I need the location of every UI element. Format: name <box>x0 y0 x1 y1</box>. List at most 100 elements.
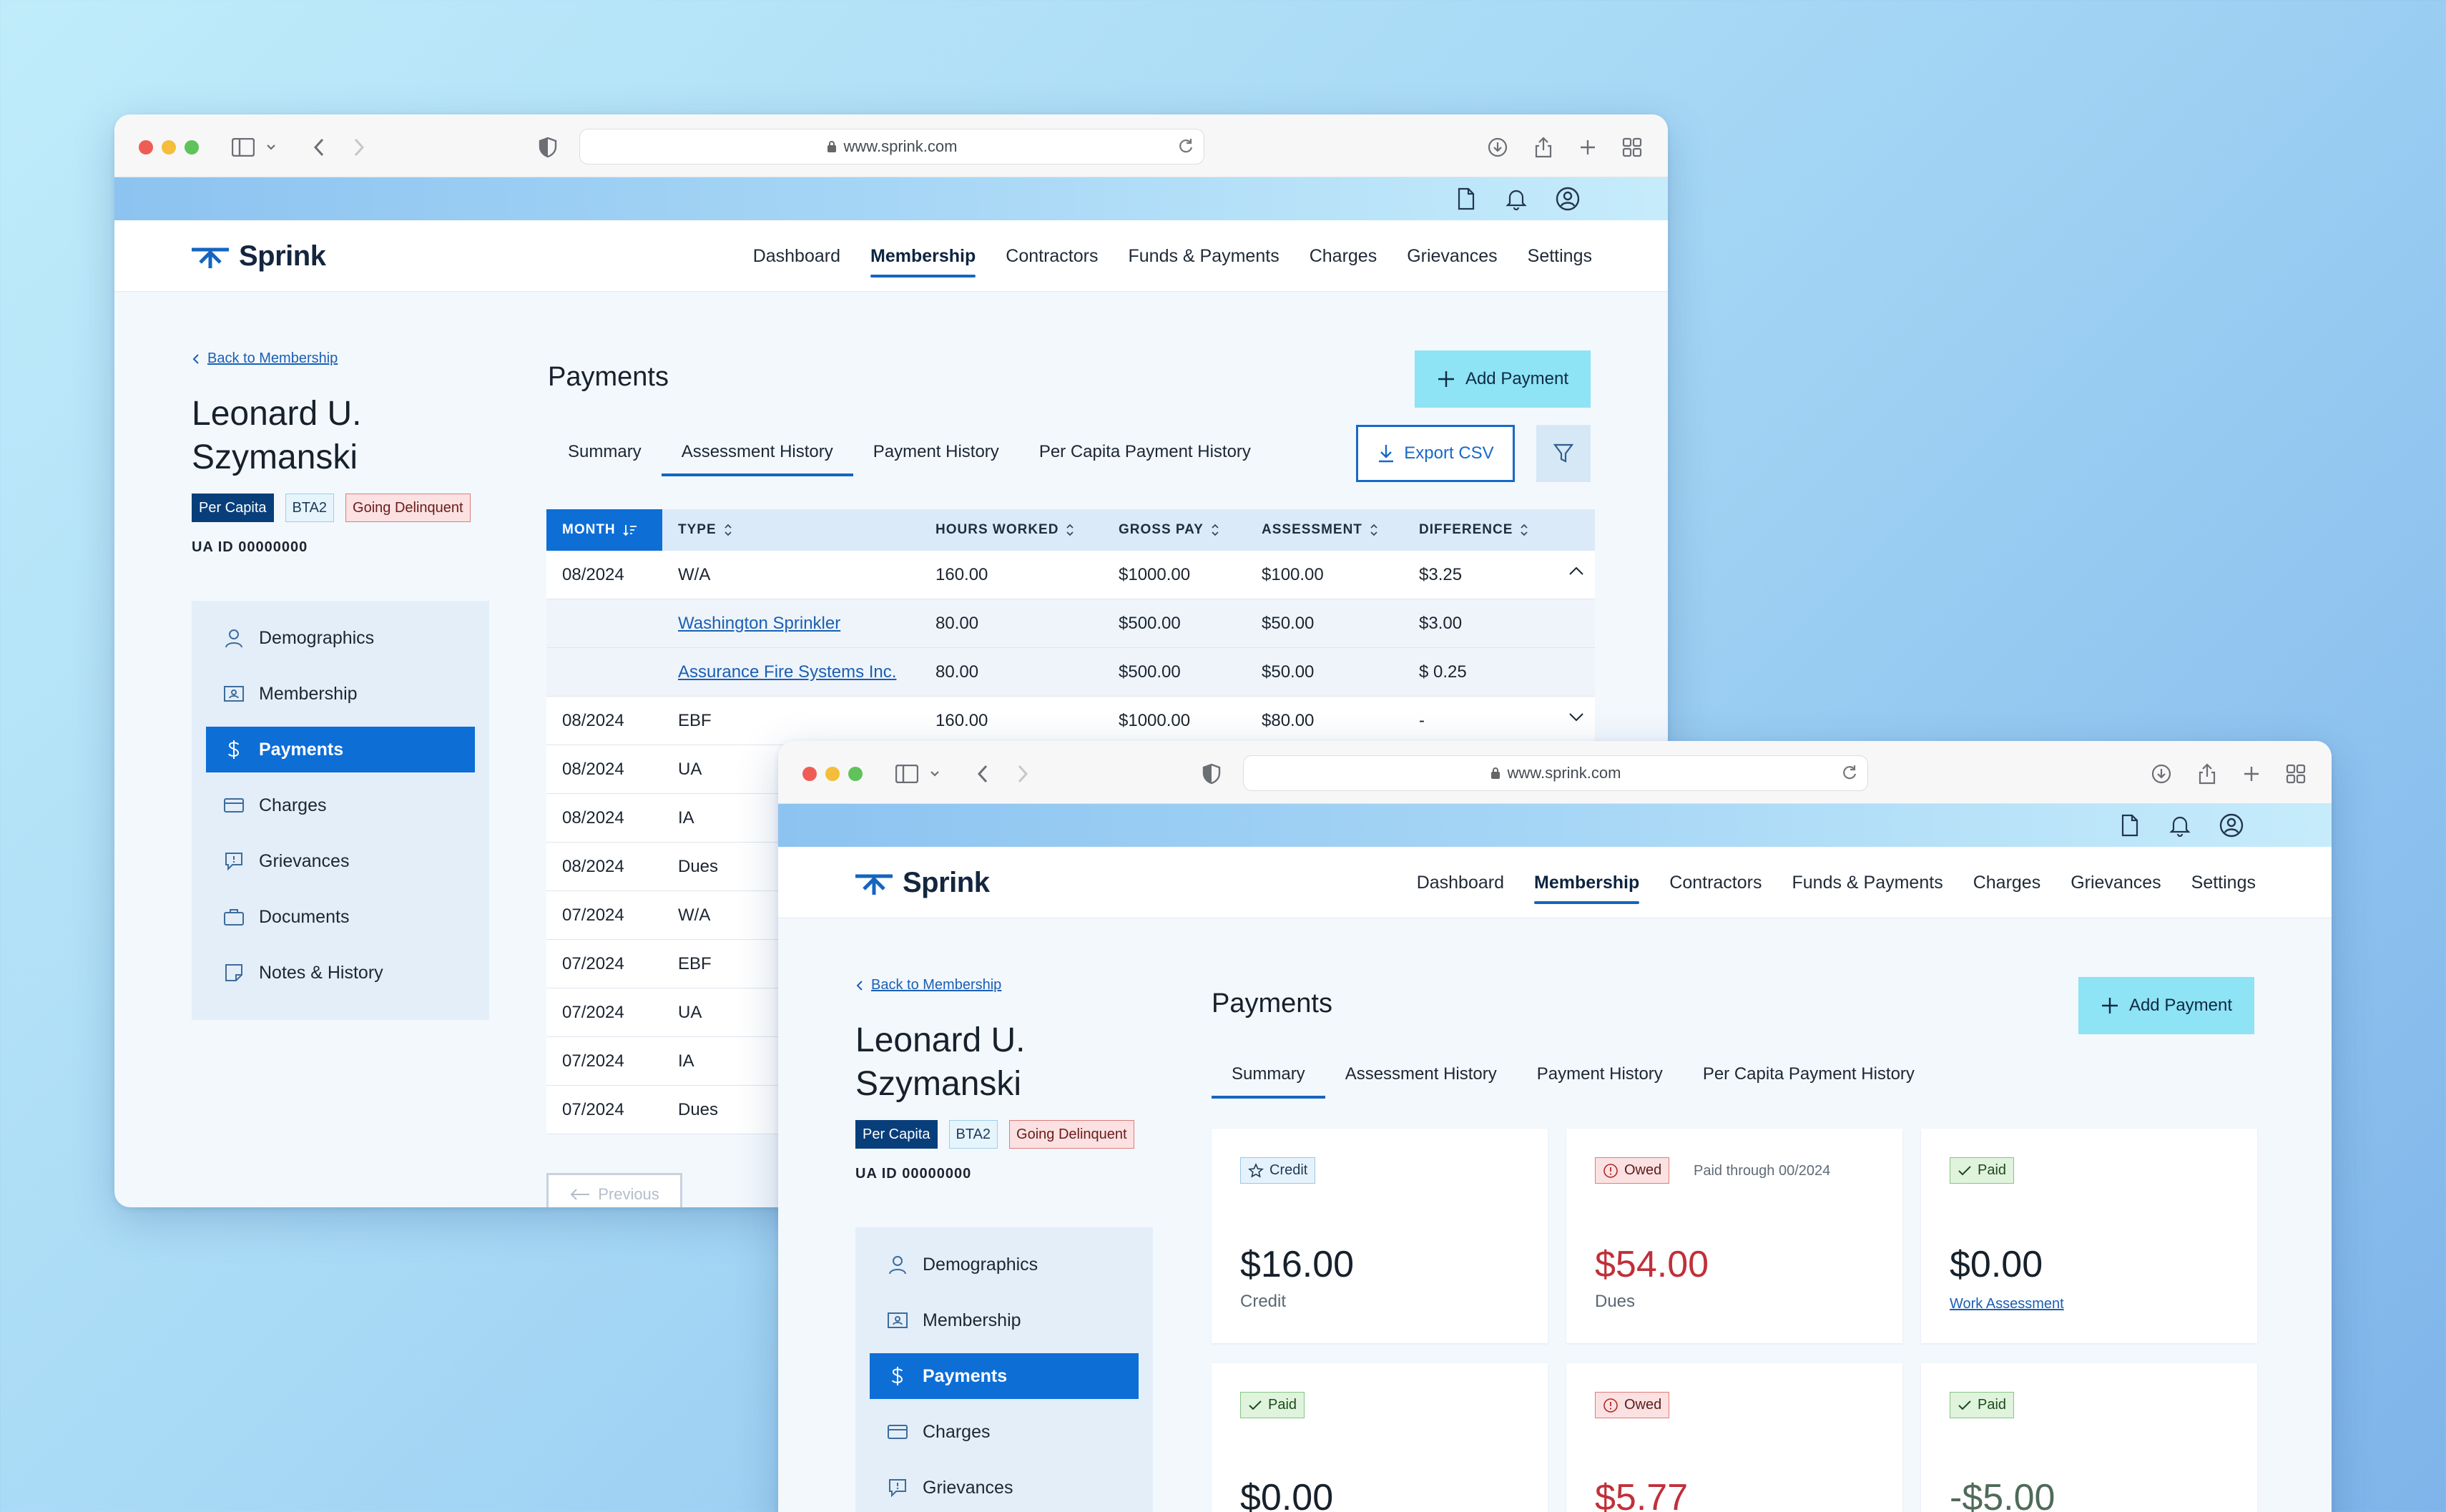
checkmark-icon <box>1249 1400 1262 1410</box>
work-assessment-link[interactable]: Work Assessment <box>1950 1296 2064 1312</box>
cell-assessment: $50.00 <box>1262 613 1315 633</box>
header-difference[interactable]: DIFFERENCE <box>1403 509 1595 551</box>
zoom-window-button[interactable] <box>848 767 863 781</box>
sidebar-toggle-icon[interactable] <box>229 133 257 162</box>
filter-button[interactable] <box>1536 425 1591 482</box>
chevron-down-icon[interactable] <box>925 760 944 788</box>
header-assessment[interactable]: ASSESSMENT <box>1246 509 1403 551</box>
card-amount: $5.77 <box>1595 1477 1689 1512</box>
reload-icon[interactable] <box>1840 763 1859 786</box>
nav-settings[interactable]: Settings <box>2191 872 2256 893</box>
nav-charges[interactable]: Charges <box>1973 872 2041 893</box>
sidebar-item-charges[interactable]: Charges <box>870 1409 1139 1455</box>
add-payment-button[interactable]: Add Payment <box>2078 977 2254 1034</box>
tab-assessment-history[interactable]: Assessment History <box>1345 1064 1497 1084</box>
minimize-window-button[interactable] <box>825 767 840 781</box>
share-icon[interactable] <box>1529 133 1558 162</box>
reload-icon[interactable] <box>1177 137 1195 159</box>
address-bar[interactable]: www.sprink.com <box>579 129 1204 165</box>
tab-overview-icon[interactable] <box>1618 133 1646 162</box>
sidebar-item-payments[interactable]: Payments <box>870 1353 1139 1399</box>
back-arrow-icon[interactable] <box>968 760 997 788</box>
table-row[interactable]: 08/2024 W/A 160.00 $1000.00 $100.00 $3.2… <box>546 551 1595 599</box>
sprink-logo[interactable]: Sprink <box>854 867 990 899</box>
export-csv-button[interactable]: Export CSV <box>1356 425 1515 482</box>
tab-per-capita-payment-history[interactable]: Per Capita Payment History <box>1038 442 1251 461</box>
share-icon[interactable] <box>2193 760 2221 788</box>
nav-grievances[interactable]: Grievances <box>1407 245 1498 266</box>
card-amount: $0.00 <box>1950 1244 2043 1285</box>
tab-per-capita-payment-history[interactable]: Per Capita Payment History <box>1702 1064 1915 1084</box>
nav-contractors[interactable]: Contractors <box>1669 872 1762 893</box>
sidebar-item-payments[interactable]: Payments <box>206 727 475 772</box>
nav-funds-payments[interactable]: Funds & Payments <box>1792 872 1943 893</box>
sidebar-toggle-icon[interactable] <box>893 760 921 788</box>
shield-icon[interactable] <box>1197 760 1226 788</box>
sidebar-item-notes-history[interactable]: Notes & History <box>206 950 475 996</box>
add-payment-label: Add Payment <box>1465 369 1569 388</box>
shield-icon[interactable] <box>534 133 562 162</box>
nav-membership[interactable]: Membership <box>1534 847 1640 918</box>
sidebar-item-demographics[interactable]: Demographics <box>206 615 475 661</box>
nav-dashboard[interactable]: Dashboard <box>1416 872 1504 893</box>
minimize-window-button[interactable] <box>162 140 176 154</box>
nav-settings[interactable]: Settings <box>1527 245 1592 266</box>
tab-summary[interactable]: Summary <box>568 442 642 461</box>
tab-assessment-history[interactable]: Assessment History <box>661 428 853 476</box>
chevron-down-icon[interactable] <box>1568 711 1585 722</box>
tab-summary[interactable]: Summary <box>1212 1050 1325 1099</box>
cell-type: Dues <box>678 856 719 876</box>
header-hours-worked[interactable]: HOURS WORKED <box>920 509 1103 551</box>
contractor-link-washington-sprinkler[interactable]: Washington Sprinkler <box>678 613 841 633</box>
add-payment-button[interactable]: Add Payment <box>1415 350 1591 408</box>
sidebar-item-grievances[interactable]: Grievances <box>206 838 475 884</box>
zoom-window-button[interactable] <box>185 140 199 154</box>
nav-charges[interactable]: Charges <box>1309 245 1377 266</box>
document-icon[interactable] <box>2117 813 2143 838</box>
sidebar-item-demographics[interactable]: Demographics <box>870 1242 1139 1287</box>
bell-icon[interactable] <box>1503 186 1529 212</box>
sprink-logo[interactable]: Sprink <box>190 240 326 273</box>
utility-bar <box>114 177 1668 220</box>
header-month[interactable]: MONTH <box>546 509 662 551</box>
back-arrow-icon[interactable] <box>305 133 333 162</box>
new-tab-icon[interactable] <box>2237 760 2266 788</box>
address-bar[interactable]: www.sprink.com <box>1243 755 1868 791</box>
sidebar-item-membership[interactable]: Membership <box>206 671 475 717</box>
user-account-icon[interactable] <box>1555 186 1581 212</box>
cell-month: 08/2024 <box>562 759 624 779</box>
close-window-button[interactable] <box>139 140 153 154</box>
back-to-membership-link[interactable]: Back to Membership <box>855 977 1001 993</box>
download-icon[interactable] <box>1483 133 1512 162</box>
sidebar-item-membership[interactable]: Membership <box>870 1297 1139 1343</box>
bell-icon[interactable] <box>2167 813 2193 838</box>
nav-dashboard[interactable]: Dashboard <box>752 245 840 266</box>
card-amount: $54.00 <box>1595 1244 1709 1285</box>
sidebar-item-documents[interactable]: Documents <box>206 894 475 940</box>
tab-overview-icon[interactable] <box>2282 760 2310 788</box>
tab-payment-history[interactable]: Payment History <box>1536 1064 1663 1084</box>
user-account-icon[interactable] <box>2219 813 2244 838</box>
nav-contractors[interactable]: Contractors <box>1006 245 1099 266</box>
document-icon[interactable] <box>1453 186 1479 212</box>
forward-arrow-icon[interactable] <box>345 133 373 162</box>
contractor-link-assurance-fire[interactable]: Assurance Fire Systems Inc. <box>678 662 897 682</box>
new-tab-icon[interactable] <box>1573 133 1602 162</box>
header-type[interactable]: TYPE <box>662 509 920 551</box>
nav-funds-payments[interactable]: Funds & Payments <box>1128 245 1280 266</box>
header-gross-pay[interactable]: GROSS PAY <box>1103 509 1246 551</box>
back-to-membership-link[interactable]: Back to Membership <box>192 350 338 367</box>
table-row[interactable]: 08/2024 EBF 160.00 $1000.00 $80.00 - <box>546 697 1595 745</box>
sidebar-item-charges[interactable]: Charges <box>206 782 475 828</box>
tab-payment-history[interactable]: Payment History <box>873 442 999 461</box>
previous-page-button[interactable]: Previous <box>546 1173 682 1207</box>
nav-membership[interactable]: Membership <box>870 220 976 292</box>
forward-arrow-icon[interactable] <box>1008 760 1037 788</box>
download-icon[interactable] <box>2147 760 2176 788</box>
chevron-down-icon[interactable] <box>262 133 280 162</box>
nav-grievances[interactable]: Grievances <box>2071 872 2161 893</box>
close-window-button[interactable] <box>802 767 817 781</box>
chevron-up-icon[interactable] <box>1568 565 1585 576</box>
sidebar-item-grievances[interactable]: Grievances <box>870 1465 1139 1511</box>
alert-circle-icon <box>1603 1398 1618 1413</box>
